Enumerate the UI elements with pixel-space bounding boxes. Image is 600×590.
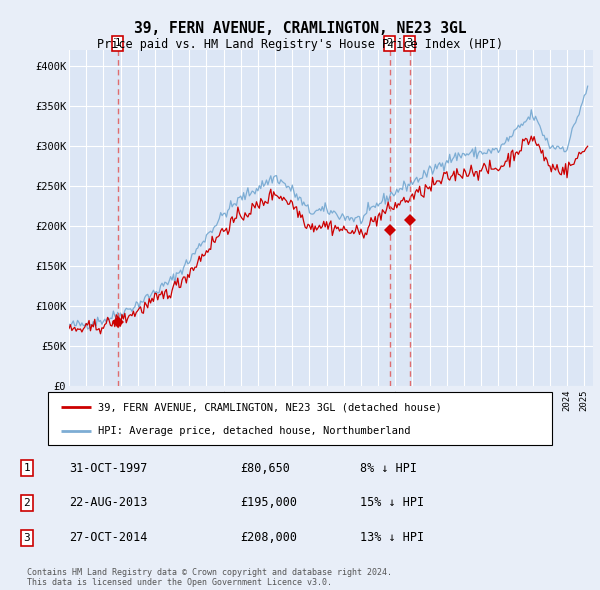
Text: 1: 1 bbox=[23, 463, 31, 473]
Text: 3: 3 bbox=[23, 533, 31, 543]
Text: 27-OCT-2014: 27-OCT-2014 bbox=[69, 532, 148, 545]
Text: 13% ↓ HPI: 13% ↓ HPI bbox=[360, 532, 424, 545]
Text: 22-AUG-2013: 22-AUG-2013 bbox=[69, 496, 148, 510]
Text: 3: 3 bbox=[406, 38, 413, 48]
Text: Contains HM Land Registry data © Crown copyright and database right 2024.
This d: Contains HM Land Registry data © Crown c… bbox=[27, 568, 392, 587]
Text: £208,000: £208,000 bbox=[240, 532, 297, 545]
Text: 39, FERN AVENUE, CRAMLINGTON, NE23 3GL (detached house): 39, FERN AVENUE, CRAMLINGTON, NE23 3GL (… bbox=[98, 402, 442, 412]
FancyBboxPatch shape bbox=[48, 392, 552, 445]
Text: 39, FERN AVENUE, CRAMLINGTON, NE23 3GL: 39, FERN AVENUE, CRAMLINGTON, NE23 3GL bbox=[134, 21, 466, 35]
Text: 8% ↓ HPI: 8% ↓ HPI bbox=[360, 461, 417, 474]
Text: £80,650: £80,650 bbox=[240, 461, 290, 474]
Text: 1: 1 bbox=[115, 38, 121, 48]
Text: Price paid vs. HM Land Registry's House Price Index (HPI): Price paid vs. HM Land Registry's House … bbox=[97, 38, 503, 51]
Text: 2: 2 bbox=[23, 498, 31, 508]
Text: HPI: Average price, detached house, Northumberland: HPI: Average price, detached house, Nort… bbox=[98, 426, 411, 436]
Text: 31-OCT-1997: 31-OCT-1997 bbox=[69, 461, 148, 474]
Text: 2: 2 bbox=[386, 38, 393, 48]
Text: £195,000: £195,000 bbox=[240, 496, 297, 510]
Text: 15% ↓ HPI: 15% ↓ HPI bbox=[360, 496, 424, 510]
